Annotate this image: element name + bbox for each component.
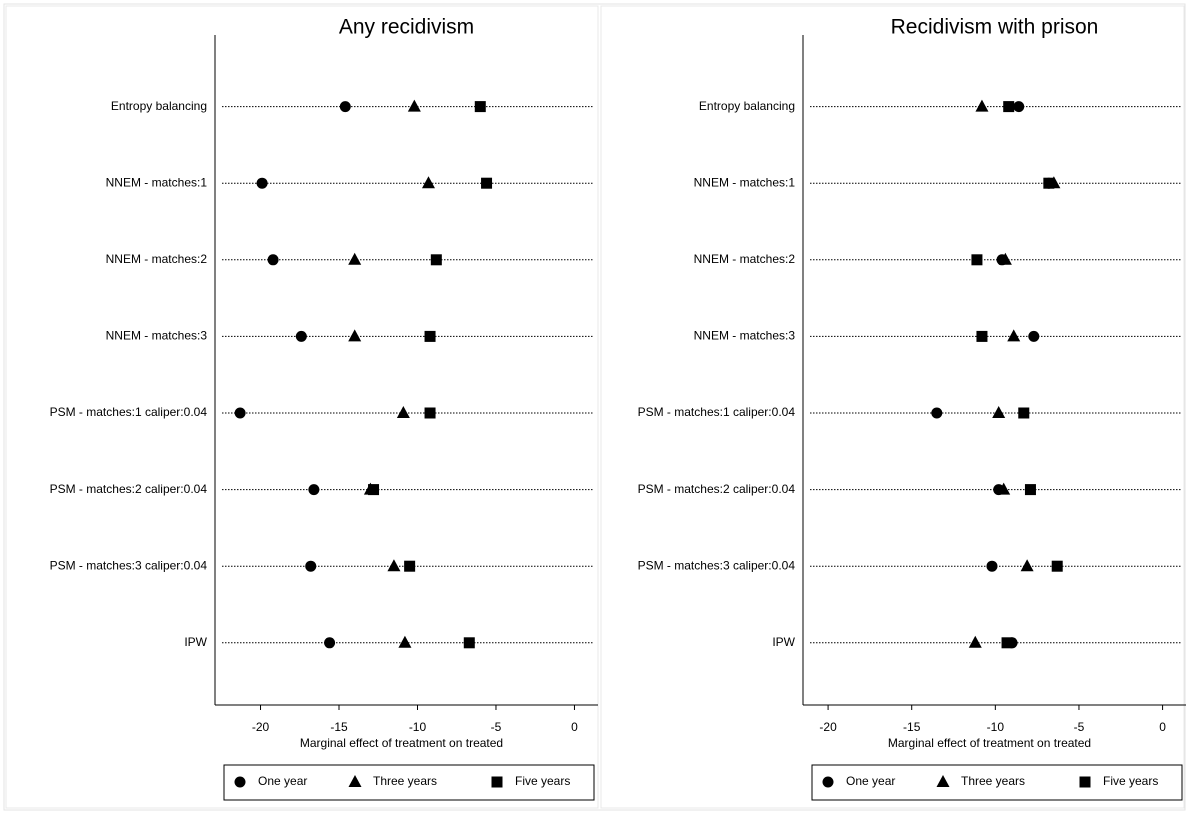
marker (305, 560, 317, 572)
marker (404, 560, 416, 572)
marker (324, 637, 336, 649)
legend-label: One year (258, 774, 307, 788)
category-label: PSM - matches:3 caliper:0.04 (50, 558, 208, 572)
marker (295, 330, 307, 342)
marker (396, 406, 410, 418)
marker (424, 330, 436, 342)
category-label: IPW (184, 635, 207, 649)
marker (474, 101, 486, 113)
category-label: Entropy balancing (111, 99, 207, 113)
marker (1043, 177, 1055, 189)
marker (931, 407, 943, 419)
legend-label: One year (846, 774, 895, 788)
marker (348, 775, 362, 787)
marker (348, 252, 362, 265)
marker (387, 559, 401, 572)
marker (975, 99, 989, 112)
x-tick-label: -15 (330, 720, 348, 734)
x-tick-label: 0 (571, 720, 578, 734)
marker (822, 776, 834, 788)
marker (1001, 637, 1013, 649)
marker (1007, 329, 1021, 342)
panel-frame (5, 5, 599, 809)
category-label: NNEM - matches:3 (694, 329, 796, 343)
marker (1018, 407, 1030, 419)
marker (308, 484, 320, 496)
x-tick-label: -10 (409, 720, 427, 734)
marker (1028, 330, 1040, 342)
chart-title: Any recidivism (339, 16, 474, 39)
legend-label: Three years (373, 774, 437, 788)
x-axis-label: Marginal effect of treatment on treated (888, 736, 1091, 750)
category-label: PSM - matches:1 caliper:0.04 (638, 405, 796, 419)
marker (234, 407, 246, 419)
marker (1079, 776, 1091, 788)
chart-title: Recidivism with prison (891, 16, 1099, 39)
marker (491, 776, 503, 788)
x-tick-label: -20 (252, 720, 270, 734)
category-label: NNEM - matches:2 (106, 252, 208, 266)
marker (1024, 484, 1036, 496)
x-tick-label: -5 (1074, 720, 1085, 734)
legend-label: Five years (1103, 774, 1158, 788)
marker (1051, 560, 1063, 572)
marker (971, 254, 983, 266)
category-label: Entropy balancing (699, 99, 795, 113)
marker (398, 635, 412, 648)
legend-label: Three years (961, 774, 1025, 788)
x-tick-label: -10 (987, 720, 1005, 734)
marker (998, 252, 1012, 265)
x-tick-label: -15 (903, 720, 921, 734)
marker (1003, 101, 1015, 113)
marker (348, 329, 362, 342)
marker (1020, 559, 1034, 572)
marker (936, 775, 950, 787)
marker (463, 637, 475, 649)
marker (267, 254, 279, 266)
marker (986, 560, 998, 572)
category-label: NNEM - matches:2 (694, 252, 796, 266)
marker (339, 101, 351, 113)
category-label: PSM - matches:2 caliper:0.04 (638, 482, 796, 496)
marker (421, 176, 435, 189)
marker (424, 407, 436, 419)
outer-frame (3, 3, 1186, 811)
category-label: IPW (772, 635, 795, 649)
legend-box (811, 764, 1183, 801)
category-label: PSM - matches:3 caliper:0.04 (638, 558, 796, 572)
x-axis-label: Marginal effect of treatment on treated (300, 736, 503, 750)
x-tick-label: 0 (1159, 720, 1166, 734)
x-tick-label: -5 (491, 720, 502, 734)
panel-frame (600, 5, 1185, 809)
marker (968, 635, 982, 648)
marker (430, 254, 442, 266)
marker (407, 99, 421, 112)
marker (992, 406, 1006, 418)
marker (234, 776, 246, 788)
marker (481, 177, 493, 189)
marker (256, 177, 268, 189)
marker (1013, 101, 1025, 113)
marker (997, 482, 1011, 495)
marker (976, 330, 988, 342)
legend-box (223, 764, 595, 801)
x-tick-label: -20 (819, 720, 837, 734)
marker (368, 484, 380, 496)
category-label: NNEM - matches:3 (106, 329, 208, 343)
category-label: NNEM - matches:1 (694, 175, 796, 189)
category-label: NNEM - matches:1 (106, 175, 208, 189)
category-label: PSM - matches:1 caliper:0.04 (50, 405, 208, 419)
category-label: PSM - matches:2 caliper:0.04 (50, 482, 208, 496)
legend-label: Five years (515, 774, 570, 788)
